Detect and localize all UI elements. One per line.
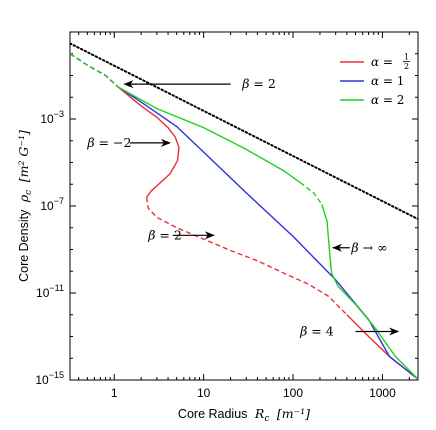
- y-axis-label-text: Core Density: [17, 209, 31, 282]
- axis-ticks: 1 10 100 1000 10−3 10−7 10−11 10−15: [35, 31, 418, 400]
- annotation-label: β = 2: [147, 227, 182, 242]
- y-tick-label: 10−11: [36, 283, 64, 300]
- annotation-label: β = 4: [299, 323, 334, 338]
- y-tick-label: 10−7: [40, 196, 64, 213]
- fraction-denominator: 2: [404, 62, 409, 71]
- legend: α = 12α = 1α = 2: [340, 53, 410, 107]
- legend-label: α = 1: [371, 74, 404, 88]
- x-tick-label: 1000: [369, 386, 396, 400]
- series-4: [70, 42, 418, 221]
- series-line: [117, 86, 301, 184]
- series-3: [70, 53, 418, 380]
- series-line: [117, 86, 418, 380]
- series-layer: [70, 42, 418, 380]
- x-axis-label: Core Radius Rc [m⁻¹]: [178, 406, 310, 424]
- series-line: [117, 86, 180, 198]
- series-1: [70, 53, 418, 380]
- annotation-label: β = 2: [241, 76, 276, 91]
- fraction-numerator: 1: [404, 53, 409, 62]
- x-axis-unit: [m⁻¹]: [277, 406, 310, 421]
- annotation-layer: β = 2 β = −2 β = 2 β → ∞ β = 4: [86, 76, 400, 338]
- legend-label: α = 2: [371, 93, 404, 107]
- series-line: [145, 197, 348, 316]
- y-axis-unit: [m² G⁻¹]: [16, 130, 31, 182]
- x-axis-subscript: c: [264, 414, 269, 424]
- annotation-label: β → ∞: [350, 240, 387, 255]
- x-tick-label: 10: [197, 386, 211, 400]
- x-axis-label-text: Core Radius: [178, 407, 247, 421]
- y-axis-subscript: c: [24, 190, 34, 195]
- annotation-label: β = −2: [86, 135, 131, 150]
- series-line: [346, 314, 418, 380]
- series-line: [70, 42, 418, 221]
- series-line: [299, 181, 323, 205]
- series-2: [70, 53, 418, 380]
- series-line: [70, 53, 119, 88]
- y-axis-label: Core Density ρc [m² G⁻¹]: [16, 130, 34, 282]
- legend-label: α =: [371, 55, 393, 69]
- y-tick-label: 10−15: [35, 370, 64, 387]
- y-tick-label: 10−3: [40, 109, 64, 126]
- y-axis-symbol: ρ: [16, 194, 31, 203]
- series-line: [321, 204, 418, 380]
- x-tick-label: 1: [111, 386, 118, 400]
- x-tick-label: 100: [283, 386, 303, 400]
- x-axis-symbol: R: [254, 406, 264, 421]
